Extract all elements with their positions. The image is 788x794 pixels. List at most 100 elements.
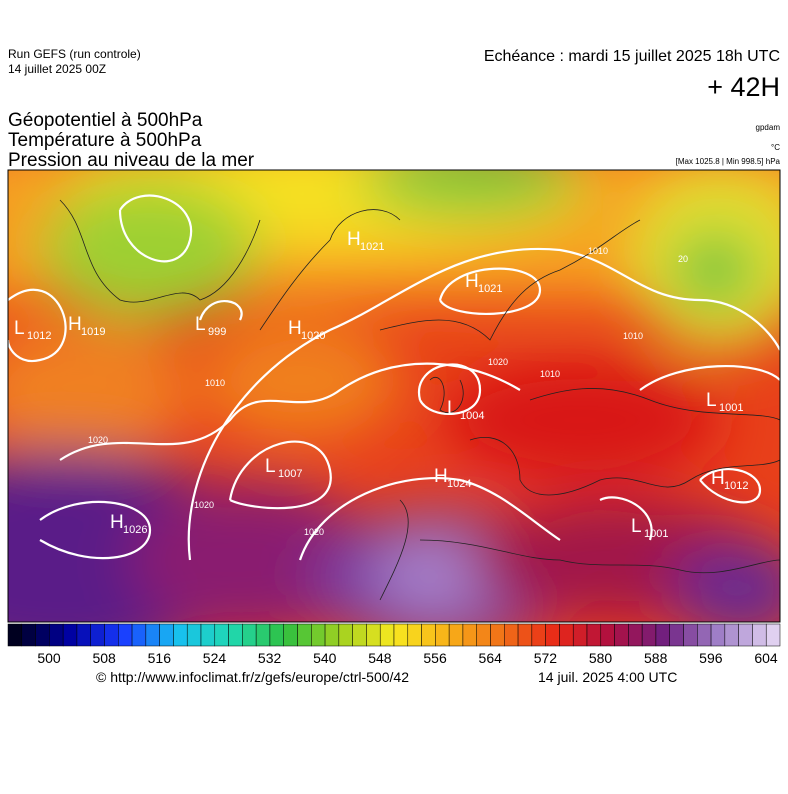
colorbar-swatch <box>504 623 519 647</box>
echeance: Echéance : mardi 15 juillet 2025 18h UTC <box>484 48 780 65</box>
center-value: 1004 <box>460 410 484 422</box>
title-line: Température à 500hPa <box>8 130 202 151</box>
colorbar-swatch <box>559 623 574 647</box>
center-value: 1020 <box>301 330 325 342</box>
colorbar-swatch <box>269 623 284 647</box>
colorbar-swatch <box>173 623 188 647</box>
colorbar-swatch <box>228 623 243 647</box>
colorbar-swatch <box>379 623 395 647</box>
center-kind: H <box>68 314 82 335</box>
center-value: 1012 <box>724 480 748 492</box>
colorbar-swatch <box>49 623 64 647</box>
isobar-label: 1020 <box>88 435 108 445</box>
colorbar-swatch <box>255 623 271 647</box>
run: Run GEFS (run controle) <box>8 47 141 61</box>
center-value: 1026 <box>123 524 147 536</box>
colorbar-swatch <box>765 623 781 647</box>
center-kind: L <box>631 516 642 537</box>
center-kind: L <box>265 456 276 477</box>
colorbar-swatch <box>393 623 409 647</box>
colorbar-label: 524 <box>203 650 227 666</box>
center-kind: H <box>434 466 448 487</box>
range: [Max 1025.8 | Min 998.5] hPa <box>676 157 781 166</box>
center-kind: H <box>465 271 479 292</box>
colorbar-swatch <box>448 623 464 647</box>
unit: °C <box>771 143 780 152</box>
colorbar-swatch <box>366 623 381 647</box>
colorbar-label: 564 <box>479 650 503 666</box>
map-frame <box>7 169 781 623</box>
source: © http://www.infoclimat.fr/z/gefs/europe… <box>96 669 409 685</box>
colorbar-label: 548 <box>368 650 392 666</box>
colorbar-swatch <box>669 623 684 647</box>
colorbar-swatch <box>628 623 643 647</box>
colorbar-swatch <box>490 623 505 647</box>
colorbar-swatch <box>145 623 160 647</box>
colorbar-swatch <box>655 623 670 647</box>
unit: gpdam <box>756 123 781 132</box>
colorbar-swatch <box>324 623 340 647</box>
center-value: 1001 <box>719 402 743 414</box>
colorbar-swatch <box>476 623 491 647</box>
title-line: Pression au niveau de la mer <box>8 150 255 171</box>
center-value: 1021 <box>360 241 384 253</box>
colorbar-swatch <box>131 623 147 647</box>
colorbar-swatch <box>586 623 602 647</box>
isobar-label: 1020 <box>488 357 508 367</box>
isobar-label: 1020 <box>304 527 324 537</box>
colorbar-swatch <box>435 623 450 647</box>
time: 14 juil. 2025 4:00 UTC <box>538 669 677 685</box>
colorbar-swatch <box>186 623 202 647</box>
isobar-label: 1010 <box>588 246 608 256</box>
colorbar-swatch <box>118 623 133 647</box>
colorbar-swatch <box>572 623 588 647</box>
colorbar-swatch <box>283 623 298 647</box>
colorbar-label: 588 <box>644 650 668 666</box>
center-value: 1007 <box>278 468 302 480</box>
isobar-label: 20 <box>678 254 688 264</box>
center-kind: H <box>347 229 361 250</box>
colorbar-swatch <box>421 623 436 647</box>
isobar-label: 1010 <box>205 378 225 388</box>
colorbar-swatch <box>159 623 174 647</box>
center-kind: L <box>447 398 458 419</box>
lead-time: + 42H <box>707 72 780 102</box>
isobar-label: 1010 <box>623 331 643 341</box>
center-value: 1021 <box>478 283 502 295</box>
center-value: 1012 <box>27 330 51 342</box>
colorbar-swatch <box>21 623 36 647</box>
colorbar-swatch <box>338 623 353 647</box>
title-line: Géopotentiel à 500hPa <box>8 110 203 131</box>
colorbar-label: 580 <box>589 650 613 666</box>
center-kind: H <box>110 512 124 533</box>
colorbar-swatch <box>297 623 312 647</box>
colorbar-swatch <box>104 623 119 647</box>
isobar-label: 1020 <box>194 500 214 510</box>
center-kind: H <box>288 318 302 339</box>
colorbar-swatch <box>214 623 229 647</box>
colorbar-swatch <box>62 623 78 647</box>
colorbar-swatch <box>710 623 726 647</box>
colorbar-label: 532 <box>258 650 282 666</box>
run-date: 14 juillet 2025 00Z <box>8 62 106 76</box>
colorbar-swatch <box>752 623 767 647</box>
colorbar-swatch <box>614 623 629 647</box>
colorbar-swatch <box>311 623 326 647</box>
colorbar-label: 604 <box>754 650 778 666</box>
colorbar-swatch <box>738 623 753 647</box>
colorbar-swatch <box>352 623 367 647</box>
colorbar-swatch <box>531 623 546 647</box>
colorbar-swatch <box>7 623 23 647</box>
colorbar-label: 556 <box>423 650 447 666</box>
colorbar-swatch <box>242 623 257 647</box>
center-value: 1024 <box>447 478 471 490</box>
center-kind: L <box>195 314 206 335</box>
isobars <box>8 194 780 561</box>
colorbar-swatch <box>724 623 739 647</box>
center-value: 1019 <box>81 326 105 338</box>
colorbar-swatch <box>407 623 422 647</box>
colorbar-label: 508 <box>92 650 116 666</box>
center-kind: L <box>14 318 25 339</box>
